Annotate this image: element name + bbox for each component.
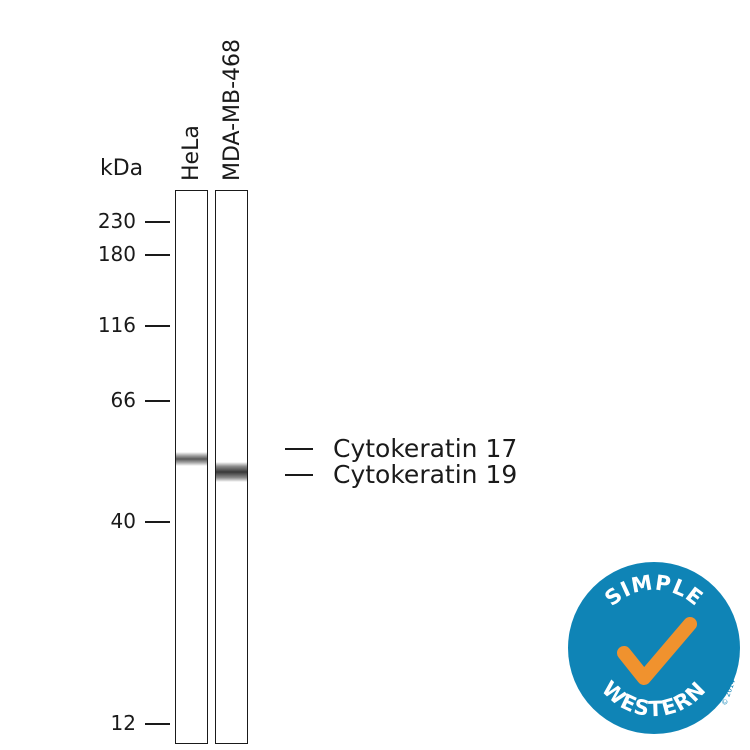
callout-text: Cytokeratin 17: [333, 434, 518, 463]
marker-116: 116: [60, 315, 170, 335]
marker-tick: [145, 325, 170, 327]
lane-hela: [175, 190, 208, 744]
band-callout-cytokeratin-19: Cytokeratin 19: [285, 461, 545, 489]
checkmark-icon: [617, 617, 697, 685]
band-hela: [176, 452, 207, 466]
marker-tick: [145, 254, 170, 256]
marker-tick: [145, 521, 170, 523]
marker-66: 66: [60, 390, 170, 410]
marker-tick: [145, 400, 170, 402]
marker-value: 12: [110, 711, 136, 735]
simple-western-logo: SIMPLE WESTERN © 2014: [566, 560, 742, 736]
callout-dash: [285, 474, 313, 476]
lane-label-mda-mb-468: MDA-MB-468: [220, 38, 245, 181]
logo-circle: [568, 562, 740, 734]
marker-tick: [145, 221, 170, 223]
marker-180: 180: [60, 244, 170, 264]
marker-value: 116: [97, 313, 136, 337]
marker-tick: [145, 723, 170, 725]
marker-value: 40: [110, 509, 136, 533]
lane-label-hela: HeLa: [179, 125, 204, 181]
marker-40: 40: [60, 511, 170, 531]
lane-mda-mb-468: [215, 190, 248, 744]
callout-dash: [285, 448, 313, 450]
marker-value: 180: [97, 242, 136, 266]
band-callout-cytokeratin-17: Cytokeratin 17: [285, 435, 545, 463]
marker-12: 12: [60, 713, 170, 733]
callout-text: Cytokeratin 19: [333, 460, 518, 489]
marker-230: 230: [60, 211, 170, 231]
marker-value: 230: [97, 209, 136, 233]
marker-value: 66: [110, 388, 136, 412]
band-mda-mb-468: [216, 462, 247, 482]
kda-unit-label: kDa: [100, 156, 144, 181]
simple-western-logo-graphic: SIMPLE WESTERN © 2014: [568, 562, 740, 734]
